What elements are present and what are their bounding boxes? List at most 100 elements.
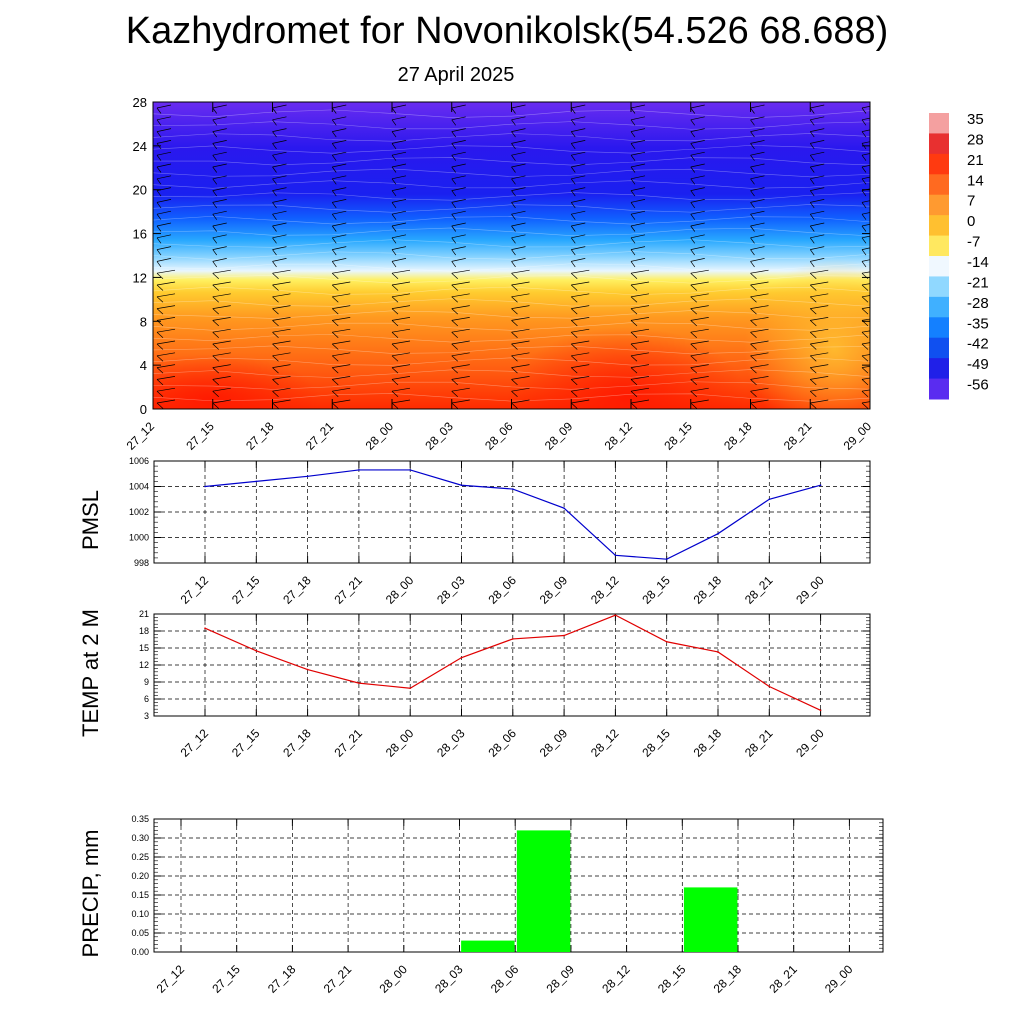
- wind-barb: [212, 187, 227, 191]
- data-point: [306, 668, 309, 671]
- data-point: [306, 475, 309, 478]
- wind-barb: [630, 390, 638, 397]
- wind-barb: [391, 284, 399, 291]
- x-tick-label: 28_21: [742, 726, 776, 760]
- wind-barb: [571, 340, 590, 345]
- wind-barb: [750, 379, 757, 386]
- contour-line: [153, 145, 870, 154]
- wind-barb: [156, 402, 164, 409]
- data-point: [563, 634, 565, 637]
- wind-barb: [212, 104, 227, 109]
- page-subtitle: 27 April 2025: [397, 64, 515, 86]
- wind-barb: [272, 119, 277, 126]
- x-tick-label: 27_21: [303, 419, 337, 453]
- wind-barb: [570, 213, 576, 220]
- wind-barb: [750, 308, 757, 315]
- wind-barb: [571, 328, 590, 333]
- wind-barb: [272, 222, 287, 227]
- wind-barb: [511, 331, 518, 338]
- wind-barb: [690, 367, 697, 374]
- wind-barb: [809, 249, 815, 256]
- wind-barb: [332, 331, 339, 338]
- y-tick-label: 4: [140, 358, 147, 373]
- wind-barb: [810, 104, 825, 109]
- wind-barb: [571, 140, 586, 144]
- x-tick-label: 28_03: [434, 573, 468, 607]
- wind-barb: [156, 399, 176, 404]
- x-tick-label: 28_09: [537, 726, 571, 760]
- wind-barb: [571, 222, 586, 227]
- wind-barb: [810, 281, 829, 286]
- wind-barb: [331, 119, 337, 126]
- wind-barb: [690, 284, 697, 291]
- wind-barb: [690, 190, 696, 197]
- wind-barb: [630, 343, 638, 350]
- wind-barb: [156, 258, 172, 262]
- x-tick-label: 28_06: [482, 419, 516, 453]
- wind-barb: [451, 364, 470, 368]
- wind-barb: [511, 202, 516, 209]
- wind-barb: [750, 190, 755, 197]
- x-tick-label: 27_21: [332, 573, 366, 607]
- colorbar-label: 7: [967, 193, 975, 210]
- wind-barb: [750, 352, 769, 357]
- wind-barb: [630, 234, 646, 239]
- wind-barb: [690, 269, 709, 274]
- wind-barb: [391, 399, 411, 404]
- wind-barb: [630, 399, 650, 404]
- wind-barb: [511, 116, 526, 121]
- wind-barb: [451, 269, 470, 274]
- wind-barb: [212, 320, 219, 327]
- wind-barb: [630, 190, 636, 197]
- contour-line: [153, 381, 870, 390]
- x-tick-label: 28_03: [432, 962, 466, 996]
- colorbar-label: -35: [967, 315, 989, 332]
- x-tick-label: 28_06: [485, 573, 519, 607]
- wind-barb: [332, 343, 339, 350]
- precip-chart: 0.00 0.05 0.10 0.15 0.20 0.25 0.30 0.35 27_12 27_…: [78, 814, 884, 996]
- wind-barb: [810, 331, 817, 338]
- colorbar-label: 0: [967, 213, 975, 230]
- contour-line: [153, 298, 870, 307]
- data-point: [717, 532, 719, 535]
- wind-barb: [810, 187, 825, 191]
- wind-barb: [630, 376, 650, 380]
- wind-barb: [451, 387, 470, 392]
- wind-barb: [332, 151, 347, 156]
- wind-barb: [272, 317, 291, 321]
- contour-line: [153, 157, 870, 166]
- wind-barb: [630, 199, 646, 203]
- heatmap-fill: [153, 102, 870, 409]
- wind-barb: [810, 320, 817, 327]
- wind-barb: [332, 116, 347, 121]
- wind-barb: [391, 340, 411, 345]
- wind-barb: [571, 305, 590, 309]
- wind-barb: [810, 284, 817, 291]
- wind-barb: [861, 178, 867, 185]
- wind-barb: [750, 119, 755, 126]
- wind-barb: [511, 225, 516, 232]
- wind-barb: [571, 399, 590, 404]
- wind-barb: [511, 376, 530, 380]
- x-tick-label: 28_12: [602, 419, 636, 453]
- data-point: [563, 507, 565, 509]
- wind-barb: [630, 246, 646, 250]
- wind-barb: [391, 199, 407, 203]
- wind-barb: [391, 213, 397, 220]
- wind-barb: [391, 328, 411, 333]
- wind-barb: [861, 389, 870, 392]
- wind-barb: [750, 178, 755, 185]
- wind-barb: [332, 246, 347, 250]
- wind-barb: [451, 258, 466, 262]
- wind-barb: [690, 107, 696, 114]
- wind-barb: [861, 390, 869, 397]
- wind-barb: [690, 364, 709, 368]
- wind-barb: [809, 178, 815, 185]
- wind-barb: [332, 258, 347, 262]
- colorbar-label: 21: [967, 152, 984, 169]
- wind-barb: [451, 154, 457, 161]
- wind-barb: [272, 355, 279, 362]
- wind-barb: [391, 128, 407, 132]
- wind-barb: [332, 175, 347, 180]
- wind-barb: [630, 119, 636, 126]
